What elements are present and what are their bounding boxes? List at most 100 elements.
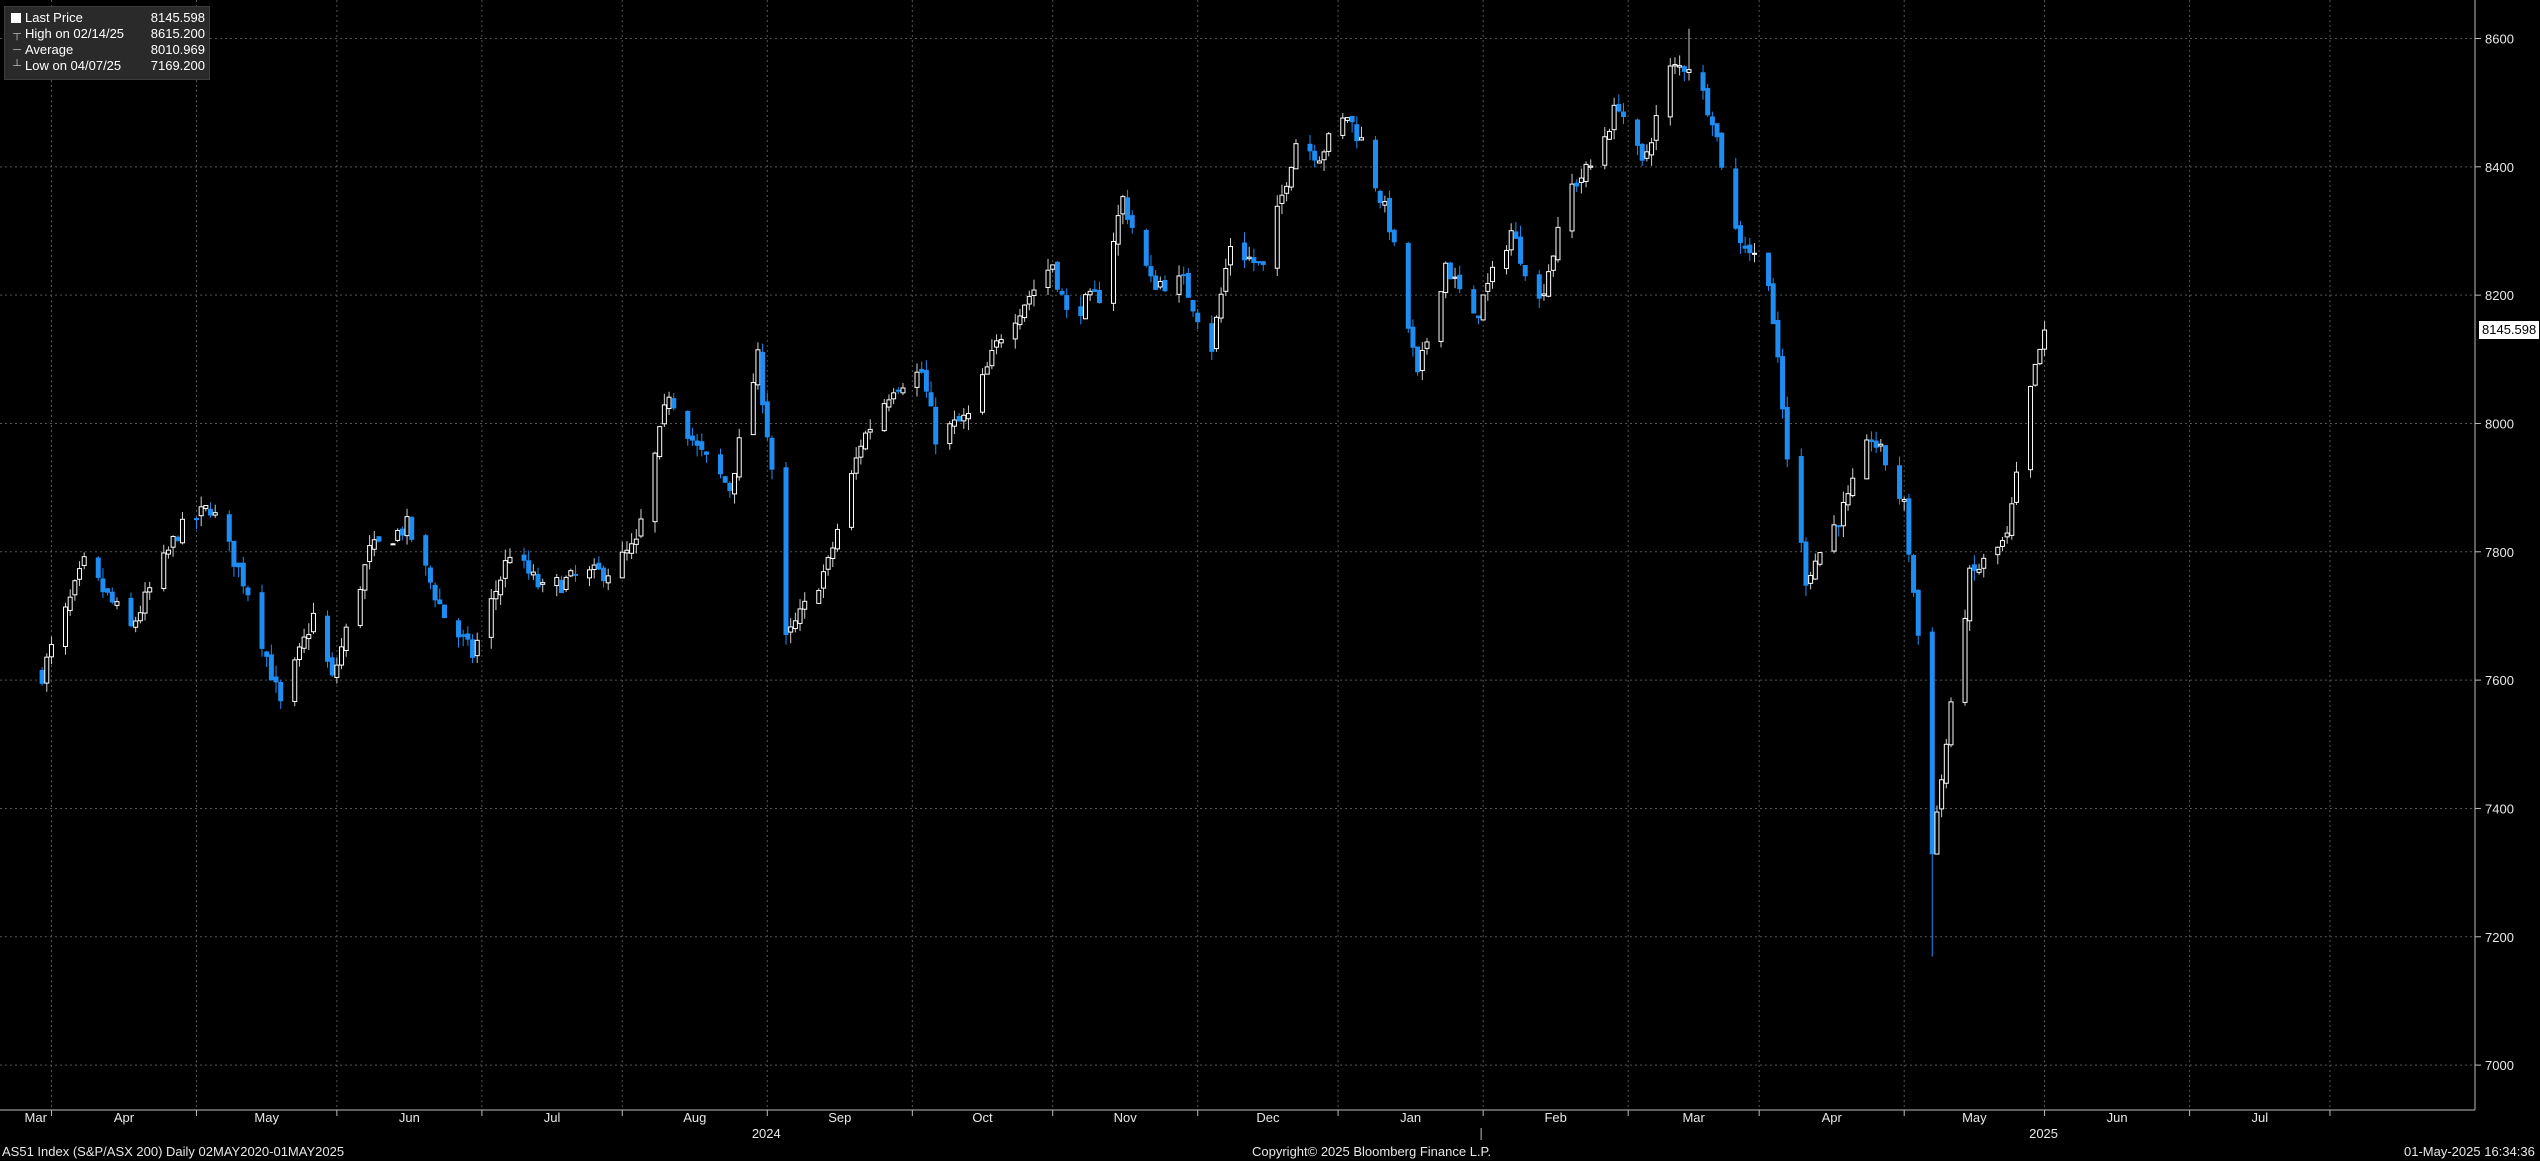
candle-body [179, 518, 185, 544]
candle-body [1082, 294, 1088, 320]
candle-body [1288, 166, 1294, 188]
candle-body [1635, 119, 1641, 146]
candle-body [165, 549, 171, 555]
candle-body [273, 676, 279, 683]
x-month-label: Jan [1400, 1110, 1421, 1125]
low-marker-icon: ┴ [13, 60, 21, 72]
y-tick-label: 8600 [2485, 31, 2514, 46]
candle-body [1784, 406, 1790, 460]
candles [39, 28, 2048, 957]
candle-body [198, 506, 204, 517]
candle-body [886, 399, 892, 408]
candle-body [133, 620, 139, 628]
candle-body [1059, 290, 1065, 295]
candle-body [437, 599, 443, 605]
candle-body [1284, 185, 1290, 194]
candle-body [1775, 320, 1781, 358]
candle-body [1209, 323, 1215, 352]
candle-body [1120, 196, 1126, 215]
candle-body [1929, 631, 1935, 855]
x-month-label: Mar [25, 1110, 48, 1125]
candle-body [1653, 115, 1659, 141]
candle-body [994, 340, 1000, 348]
candle-body [1213, 316, 1219, 350]
candle-body [1999, 540, 2005, 547]
candle-body [1606, 130, 1612, 140]
candle-body [1939, 779, 1945, 810]
candle-body [404, 516, 410, 537]
candle-body [1443, 262, 1449, 294]
candle-body [77, 568, 83, 580]
candle-body [1574, 182, 1580, 187]
candle-body [802, 600, 808, 610]
candle-body [1934, 811, 1940, 855]
candle-body [1485, 282, 1491, 292]
x-month-label: Feb [1544, 1110, 1566, 1125]
candle-body [109, 591, 115, 603]
x-month-label: Dec [1256, 1110, 1280, 1125]
candle-body [820, 571, 826, 589]
candle-body [657, 426, 663, 458]
legend-row-high: ┬ High on 02/14/25 8615.200 [9, 26, 205, 42]
y-tick-label: 7800 [2485, 545, 2514, 560]
candle-body [1489, 266, 1495, 283]
candle-body [1293, 143, 1299, 170]
candle-body [984, 366, 990, 375]
candle-body [989, 349, 995, 367]
candle-body [1157, 281, 1163, 288]
candle-body [1227, 246, 1233, 266]
candle-body [95, 557, 101, 578]
candle-body [956, 416, 962, 422]
candle-body [1026, 295, 1032, 305]
x-month-label: Nov [1114, 1110, 1138, 1125]
candle-body [1162, 279, 1168, 292]
candle-body [923, 369, 929, 392]
footer-copyright: Copyright© 2025 Bloomberg Finance L.P. [1252, 1144, 1492, 1159]
candle-body [1475, 315, 1481, 319]
candle-body [343, 626, 349, 651]
candle-body [685, 410, 691, 439]
candle-body [1438, 291, 1444, 342]
candle-body [783, 467, 789, 635]
candle-body [100, 578, 106, 593]
candle-body [671, 398, 677, 409]
candle-body [72, 580, 78, 596]
candle-body [2042, 329, 2048, 350]
candle-body [390, 543, 396, 546]
candle-body [605, 575, 611, 584]
candle-body [399, 528, 405, 536]
candle-body [292, 659, 298, 702]
candle-body [1817, 552, 1823, 565]
candle-body [296, 646, 302, 660]
candle-body [2032, 363, 2038, 386]
candle-body [1667, 65, 1673, 118]
x-month-label: Apr [114, 1110, 135, 1125]
candle-body [142, 591, 148, 614]
candle-body [1087, 290, 1093, 296]
candle-body [1307, 143, 1313, 152]
y-tick-label: 8200 [2485, 288, 2514, 303]
candle-body [755, 349, 761, 386]
candle-body [891, 392, 897, 400]
candle-body [1681, 66, 1687, 72]
candle-body [1480, 294, 1486, 321]
candle-body [170, 535, 176, 548]
candle-body [1569, 183, 1575, 232]
candle-body [137, 612, 143, 622]
candle-body [619, 551, 625, 579]
candle-body [1410, 326, 1416, 348]
candle-body [1415, 346, 1421, 373]
candle-body [1260, 261, 1266, 265]
candle-body [638, 518, 644, 537]
candle-body [203, 505, 209, 510]
candle-body [1831, 524, 1837, 552]
candle-body [699, 441, 705, 450]
candle-body [1344, 117, 1350, 121]
x-month-label: Mar [1682, 1110, 1705, 1125]
candle-body [1054, 261, 1060, 290]
candle-body [1377, 190, 1383, 204]
candle-body [1588, 165, 1594, 168]
candle-body [441, 604, 447, 619]
candle-body [1471, 289, 1477, 314]
